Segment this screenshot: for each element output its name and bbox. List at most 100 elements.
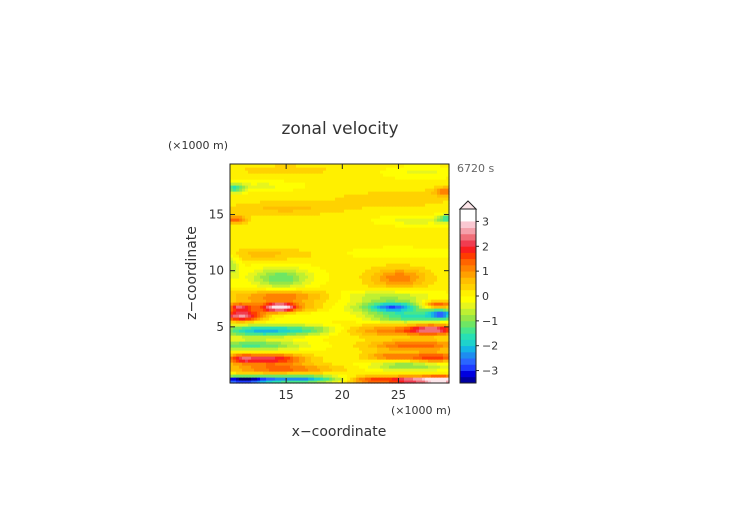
- heatmap-cell: [419, 278, 423, 282]
- heatmap-cell: [359, 254, 363, 258]
- heatmap-cell: [257, 293, 261, 297]
- heatmap-cell: [275, 185, 279, 189]
- heatmap-cell: [329, 209, 333, 213]
- heatmap-cell: [356, 305, 360, 309]
- heatmap-cell: [380, 356, 384, 360]
- heatmap-cell: [236, 365, 240, 369]
- heatmap-cell: [239, 296, 243, 300]
- heatmap-cell: [290, 254, 294, 258]
- heatmap-cell: [245, 230, 249, 234]
- heatmap-cell: [260, 287, 264, 291]
- heatmap-cell: [380, 188, 384, 192]
- heatmap-cell: [401, 251, 405, 255]
- heatmap-cell: [272, 266, 276, 270]
- heatmap-cell: [362, 191, 366, 195]
- heatmap-cell: [446, 281, 450, 285]
- heatmap-cell: [434, 191, 438, 195]
- heatmap-cell: [347, 374, 351, 378]
- heatmap-cell: [320, 221, 324, 225]
- heatmap-cell: [374, 248, 378, 252]
- heatmap-cell: [326, 248, 330, 252]
- heatmap-cell: [395, 278, 399, 282]
- heatmap-cell: [389, 314, 393, 318]
- heatmap-cell: [428, 374, 432, 378]
- heatmap-cell: [362, 215, 366, 219]
- heatmap-cell: [347, 200, 351, 204]
- heatmap-cell: [293, 239, 297, 243]
- heatmap-cell: [404, 230, 408, 234]
- heatmap-cell: [275, 359, 279, 363]
- heatmap-cell: [395, 272, 399, 276]
- heatmap-cell: [437, 353, 441, 357]
- heatmap-cell: [416, 335, 420, 339]
- heatmap-cell: [407, 254, 411, 258]
- heatmap-cell: [356, 374, 360, 378]
- heatmap-cell: [377, 203, 381, 207]
- heatmap-cell: [338, 179, 342, 183]
- heatmap-cell: [371, 278, 375, 282]
- heatmap-cell: [236, 221, 240, 225]
- heatmap-cell: [251, 215, 255, 219]
- heatmap-cell: [260, 356, 264, 360]
- heatmap-cell: [299, 185, 303, 189]
- heatmap-cell: [266, 344, 270, 348]
- heatmap-cell: [248, 356, 252, 360]
- heatmap-cell: [230, 212, 234, 216]
- heatmap-cell: [443, 305, 447, 309]
- heatmap-cell: [389, 278, 393, 282]
- heatmap-cell: [317, 206, 321, 210]
- heatmap-cell: [296, 365, 300, 369]
- heatmap-cell: [419, 260, 423, 264]
- heatmap-cell: [320, 242, 324, 246]
- heatmap-cell: [437, 362, 441, 366]
- heatmap-cell: [368, 350, 372, 354]
- heatmap-cell: [296, 194, 300, 198]
- heatmap-cell: [269, 206, 273, 210]
- heatmap-cell: [392, 308, 396, 312]
- heatmap-cell: [299, 269, 303, 273]
- heatmap-cell: [296, 182, 300, 186]
- heatmap-cell: [356, 299, 360, 303]
- heatmap-cell: [275, 176, 279, 180]
- heatmap-cell: [407, 311, 411, 315]
- heatmap-cell: [446, 350, 450, 354]
- heatmap-cell: [425, 353, 429, 357]
- heatmap-cell: [434, 347, 438, 351]
- heatmap-cell: [416, 215, 420, 219]
- heatmap-cell: [446, 314, 450, 318]
- heatmap-cell: [290, 293, 294, 297]
- heatmap-cell: [236, 356, 240, 360]
- heatmap-cell: [299, 272, 303, 276]
- heatmap-cell: [371, 317, 375, 321]
- heatmap-cell: [437, 197, 441, 201]
- heatmap-cell: [332, 314, 336, 318]
- heatmap-cell: [275, 266, 279, 270]
- heatmap-cell: [302, 308, 306, 312]
- heatmap-cell: [410, 200, 414, 204]
- heatmap-cell: [335, 251, 339, 255]
- heatmap-cell: [338, 323, 342, 327]
- heatmap-cell: [317, 296, 321, 300]
- heatmap-cell: [308, 341, 312, 345]
- heatmap-cell: [260, 212, 264, 216]
- heatmap-cell: [281, 320, 285, 324]
- heatmap-cell: [323, 263, 327, 267]
- heatmap-cell: [233, 266, 237, 270]
- heatmap-cell: [395, 344, 399, 348]
- heatmap-cell: [263, 176, 267, 180]
- heatmap-cell: [377, 356, 381, 360]
- heatmap-cell: [407, 314, 411, 318]
- heatmap-cell: [329, 269, 333, 273]
- heatmap-cell: [362, 293, 366, 297]
- heatmap-cell: [371, 260, 375, 264]
- heatmap-cell: [437, 218, 441, 222]
- heatmap-cell: [440, 323, 444, 327]
- heatmap-cell: [440, 299, 444, 303]
- heatmap-cell: [305, 197, 309, 201]
- heatmap-cell: [299, 212, 303, 216]
- heatmap-cell: [413, 260, 417, 264]
- heatmap-cell: [242, 362, 246, 366]
- heatmap-cell: [377, 266, 381, 270]
- heatmap-cell: [338, 257, 342, 261]
- heatmap-cell: [353, 317, 357, 321]
